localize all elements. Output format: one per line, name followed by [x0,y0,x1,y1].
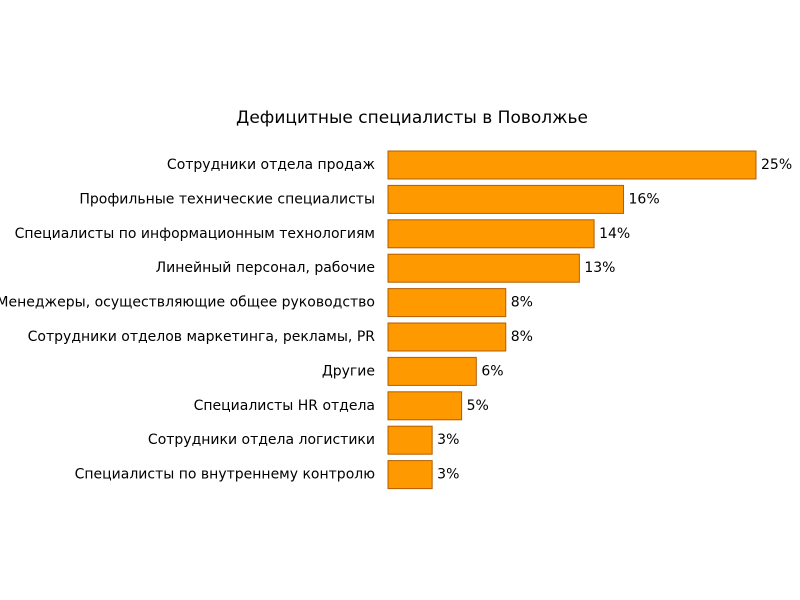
value-label: 3% [437,467,459,483]
value-label: 8% [511,295,533,311]
value-label: 5% [467,398,489,414]
category-label: Специалисты по информационным технология… [15,226,375,242]
category-label: Сотрудники отделов маркетинга, рекламы, … [28,329,376,345]
bar [387,356,477,386]
bar [387,460,433,490]
category-label: Специалисты по внутреннему контролю [75,467,376,483]
bar [387,322,507,352]
category-label: Линейный персонал, рабочие [156,260,375,276]
chart-title: Дефицитные специалисты в Поволжье [236,108,588,128]
category-label: Сотрудники отдела продаж [167,157,375,173]
bar [387,253,580,283]
value-label: 6% [481,363,503,379]
value-label: 25% [761,157,792,173]
category-label: Менеджеры, осуществляющие общее руководс… [0,295,375,311]
bar [387,425,433,455]
bar [387,150,757,180]
bar [387,219,595,249]
bar [387,288,507,318]
value-label: 16% [629,191,660,207]
value-label: 8% [511,329,533,345]
bar [387,184,625,214]
category-label: Другие [322,363,375,379]
value-label: 13% [584,260,615,276]
category-label: Специалисты HR отдела [194,398,375,414]
category-label: Профильные технические специалисты [79,191,375,207]
bar [387,391,463,421]
value-label: 14% [599,226,630,242]
category-label: Сотрудники отдела логистики [148,432,375,448]
value-label: 3% [437,432,459,448]
